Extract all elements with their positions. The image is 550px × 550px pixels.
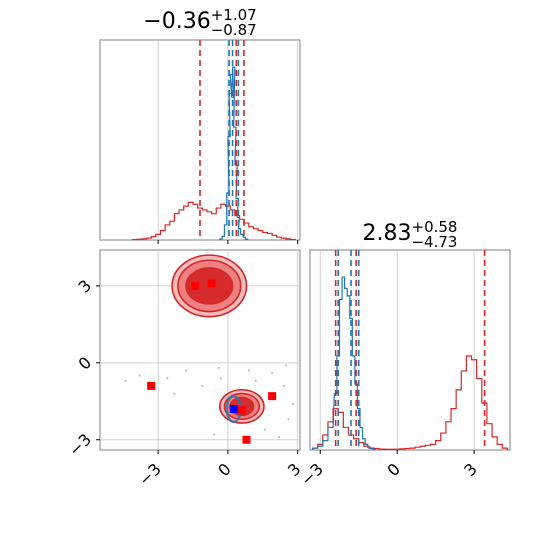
scatter-dot bbox=[285, 364, 288, 367]
histogram-series-0 bbox=[311, 355, 509, 450]
scatter-dot bbox=[185, 369, 188, 372]
scatter-dot bbox=[287, 418, 290, 421]
x-tick-label: −3 bbox=[297, 459, 327, 489]
scatter-dot bbox=[201, 384, 204, 387]
x-tick-label: 0 bbox=[383, 459, 404, 480]
scatter-dot bbox=[217, 366, 220, 369]
red-marker bbox=[268, 392, 277, 401]
histogram-series-1 bbox=[311, 276, 376, 450]
scatter-dot bbox=[254, 379, 257, 382]
y-tick-label: −3 bbox=[65, 430, 95, 460]
y-tick-label: 0 bbox=[75, 353, 96, 374]
scatter-dot bbox=[138, 374, 141, 377]
scatter-dot bbox=[124, 379, 127, 382]
scatter-dot bbox=[271, 372, 274, 375]
marginal-x-panel: −0.36+1.07 −0.87 bbox=[99, 6, 301, 244]
red-marker bbox=[237, 406, 246, 415]
red-marker bbox=[207, 279, 216, 288]
y-tick-label: 3 bbox=[75, 276, 96, 297]
marginal-y-title: 2.83+0.58 −4.73 bbox=[363, 218, 458, 251]
scatter-dot bbox=[264, 428, 267, 431]
x-tick-label: −3 bbox=[135, 459, 165, 489]
marginal-x-title: −0.36+1.07 −0.87 bbox=[143, 6, 256, 39]
x-tick-label: 3 bbox=[460, 459, 481, 480]
marginal-y-panel: −3 0 3 2.83+0.58 −4.73 bbox=[297, 218, 511, 490]
scatter-dot bbox=[212, 433, 215, 436]
scatter-dot bbox=[292, 402, 295, 405]
scatter-dot bbox=[173, 392, 176, 395]
scatter-dot bbox=[247, 369, 250, 372]
joint-panel: −3 0 3−303 bbox=[65, 249, 305, 490]
scatter-dot bbox=[166, 377, 169, 380]
red-marker bbox=[147, 381, 156, 390]
x-tick-label: 0 bbox=[214, 459, 235, 480]
blue-marker bbox=[229, 404, 238, 413]
histogram-series-1 bbox=[219, 66, 249, 240]
scatter-dot bbox=[282, 384, 285, 387]
scatter-dot bbox=[278, 436, 281, 439]
red-marker bbox=[191, 281, 200, 290]
histogram-series-0 bbox=[131, 201, 296, 241]
red-marker bbox=[242, 435, 251, 444]
scatter-dot bbox=[219, 377, 222, 380]
